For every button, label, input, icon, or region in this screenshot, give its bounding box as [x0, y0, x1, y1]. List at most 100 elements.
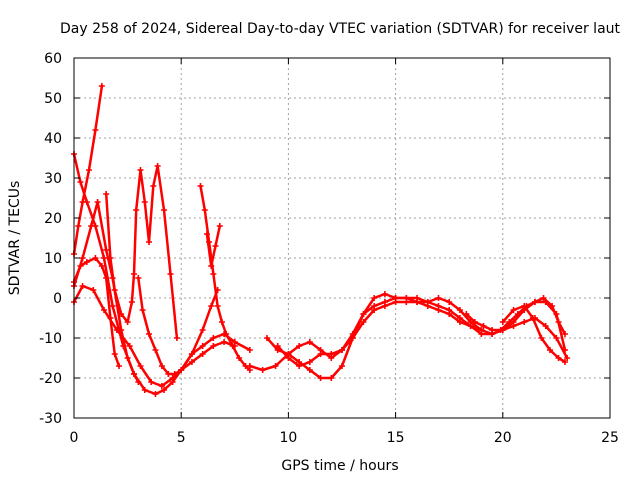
data-point-marker: [306, 339, 313, 345]
data-point-marker: [553, 335, 560, 341]
data-point-marker: [150, 183, 157, 189]
x-tick-label: 25: [601, 430, 619, 446]
series-line: [72, 84, 104, 256]
y-tick-label: 0: [53, 291, 62, 307]
data-point-marker: [499, 319, 506, 325]
data-point-marker: [167, 271, 174, 277]
data-point-marker: [306, 359, 313, 365]
data-point-marker: [546, 347, 553, 353]
series-track-7: [135, 275, 221, 377]
data-point-marker: [137, 167, 144, 173]
data-point-marker: [467, 323, 474, 329]
plot-frame: [73, 57, 611, 419]
data-point-marker: [83, 259, 90, 265]
series-track-2: [71, 83, 105, 257]
series-track-13: [499, 303, 568, 365]
y-tick-label: 60: [44, 51, 62, 67]
data-point-marker: [371, 295, 378, 301]
data-point-marker: [339, 363, 345, 369]
data-point-marker: [152, 347, 159, 353]
data-point-marker: [158, 363, 165, 369]
data-point-marker: [210, 335, 217, 341]
data-point-marker: [118, 311, 125, 317]
data-point-marker: [79, 199, 86, 205]
x-tick-label: 20: [494, 430, 512, 446]
data-point-marker: [456, 319, 463, 325]
axis-ticks: 0 5 10 15 20 25 -30 -20 -10 0 10 20 30 40 50 60: [39, 51, 619, 446]
data-point-marker: [381, 291, 388, 297]
data-point-marker: [259, 367, 266, 373]
data-point-marker: [101, 255, 108, 261]
data-point-marker: [75, 223, 82, 229]
data-point-marker: [210, 271, 217, 277]
data-point-marker: [86, 167, 93, 173]
data-point-marker: [463, 311, 470, 317]
data-point-marker: [116, 363, 123, 369]
data-point-marker: [540, 295, 547, 301]
data-point-marker: [178, 367, 185, 373]
data-point-marker: [381, 303, 388, 309]
data-point-marker: [446, 311, 453, 317]
data-point-marker: [131, 271, 138, 277]
data-point-marker: [221, 339, 228, 345]
data-point-marker: [152, 391, 159, 397]
data-point-marker: [446, 299, 453, 305]
data-point-marker: [173, 335, 180, 341]
data-point-marker: [128, 299, 135, 305]
data-point-marker: [131, 371, 138, 377]
data-point-marker: [197, 183, 204, 189]
data-point-marker: [489, 327, 496, 333]
data-point-marker: [208, 263, 215, 269]
data-point-marker: [529, 315, 536, 321]
data-point-marker: [98, 83, 105, 89]
y-tick-label: -20: [39, 371, 62, 387]
data-point-marker: [77, 179, 84, 185]
data-point-marker: [561, 359, 568, 365]
data-point-marker: [285, 355, 292, 361]
data-point-marker: [79, 255, 86, 261]
data-point-marker: [456, 307, 463, 313]
data-point-marker: [514, 311, 521, 317]
data-point-marker: [549, 303, 556, 309]
data-point-marker: [296, 343, 303, 349]
y-tick-label: 50: [44, 91, 62, 107]
data-point-marker: [424, 303, 431, 309]
data-point-marker: [201, 207, 208, 213]
data-point-marker: [521, 319, 528, 325]
series-track-10: [246, 291, 568, 373]
y-tick-label: 40: [44, 131, 62, 147]
series-track-5: [71, 283, 238, 389]
data-point-marker: [214, 303, 221, 309]
data-point-marker: [158, 383, 165, 389]
series-line: [137, 276, 219, 376]
data-point-marker: [161, 387, 168, 393]
y-axis-label: SDTVAR / TECUs: [7, 181, 23, 296]
data-point-marker: [101, 307, 108, 313]
data-point-marker: [199, 351, 206, 357]
data-point-marker: [103, 275, 110, 281]
data-point-marker: [124, 319, 131, 325]
data-point-marker: [272, 363, 279, 369]
series-track-14: [463, 295, 568, 337]
data-point-marker: [124, 355, 131, 361]
data-point-marker: [263, 335, 270, 341]
data-point-marker: [542, 323, 549, 329]
data-point-marker: [161, 207, 168, 213]
data-point-marker: [274, 343, 281, 349]
data-point-marker: [146, 239, 153, 245]
data-point-marker: [210, 343, 217, 349]
data-point-marker: [236, 355, 243, 361]
data-point-marker: [111, 287, 118, 293]
y-tick-label: 20: [44, 211, 62, 227]
x-tick-label: 10: [279, 430, 297, 446]
data-point-marker: [94, 199, 101, 205]
data-point-marker: [555, 355, 562, 361]
data-point-marker: [564, 355, 571, 361]
x-tick-label: 5: [177, 430, 186, 446]
data-point-marker: [497, 327, 504, 333]
data-point-marker: [317, 375, 324, 381]
data-point-marker: [126, 343, 133, 349]
chart-title: Day 258 of 2024, Sidereal Day-to-day VTE…: [60, 21, 621, 37]
data-point-marker: [328, 375, 335, 381]
y-tick-label: -10: [39, 331, 62, 347]
